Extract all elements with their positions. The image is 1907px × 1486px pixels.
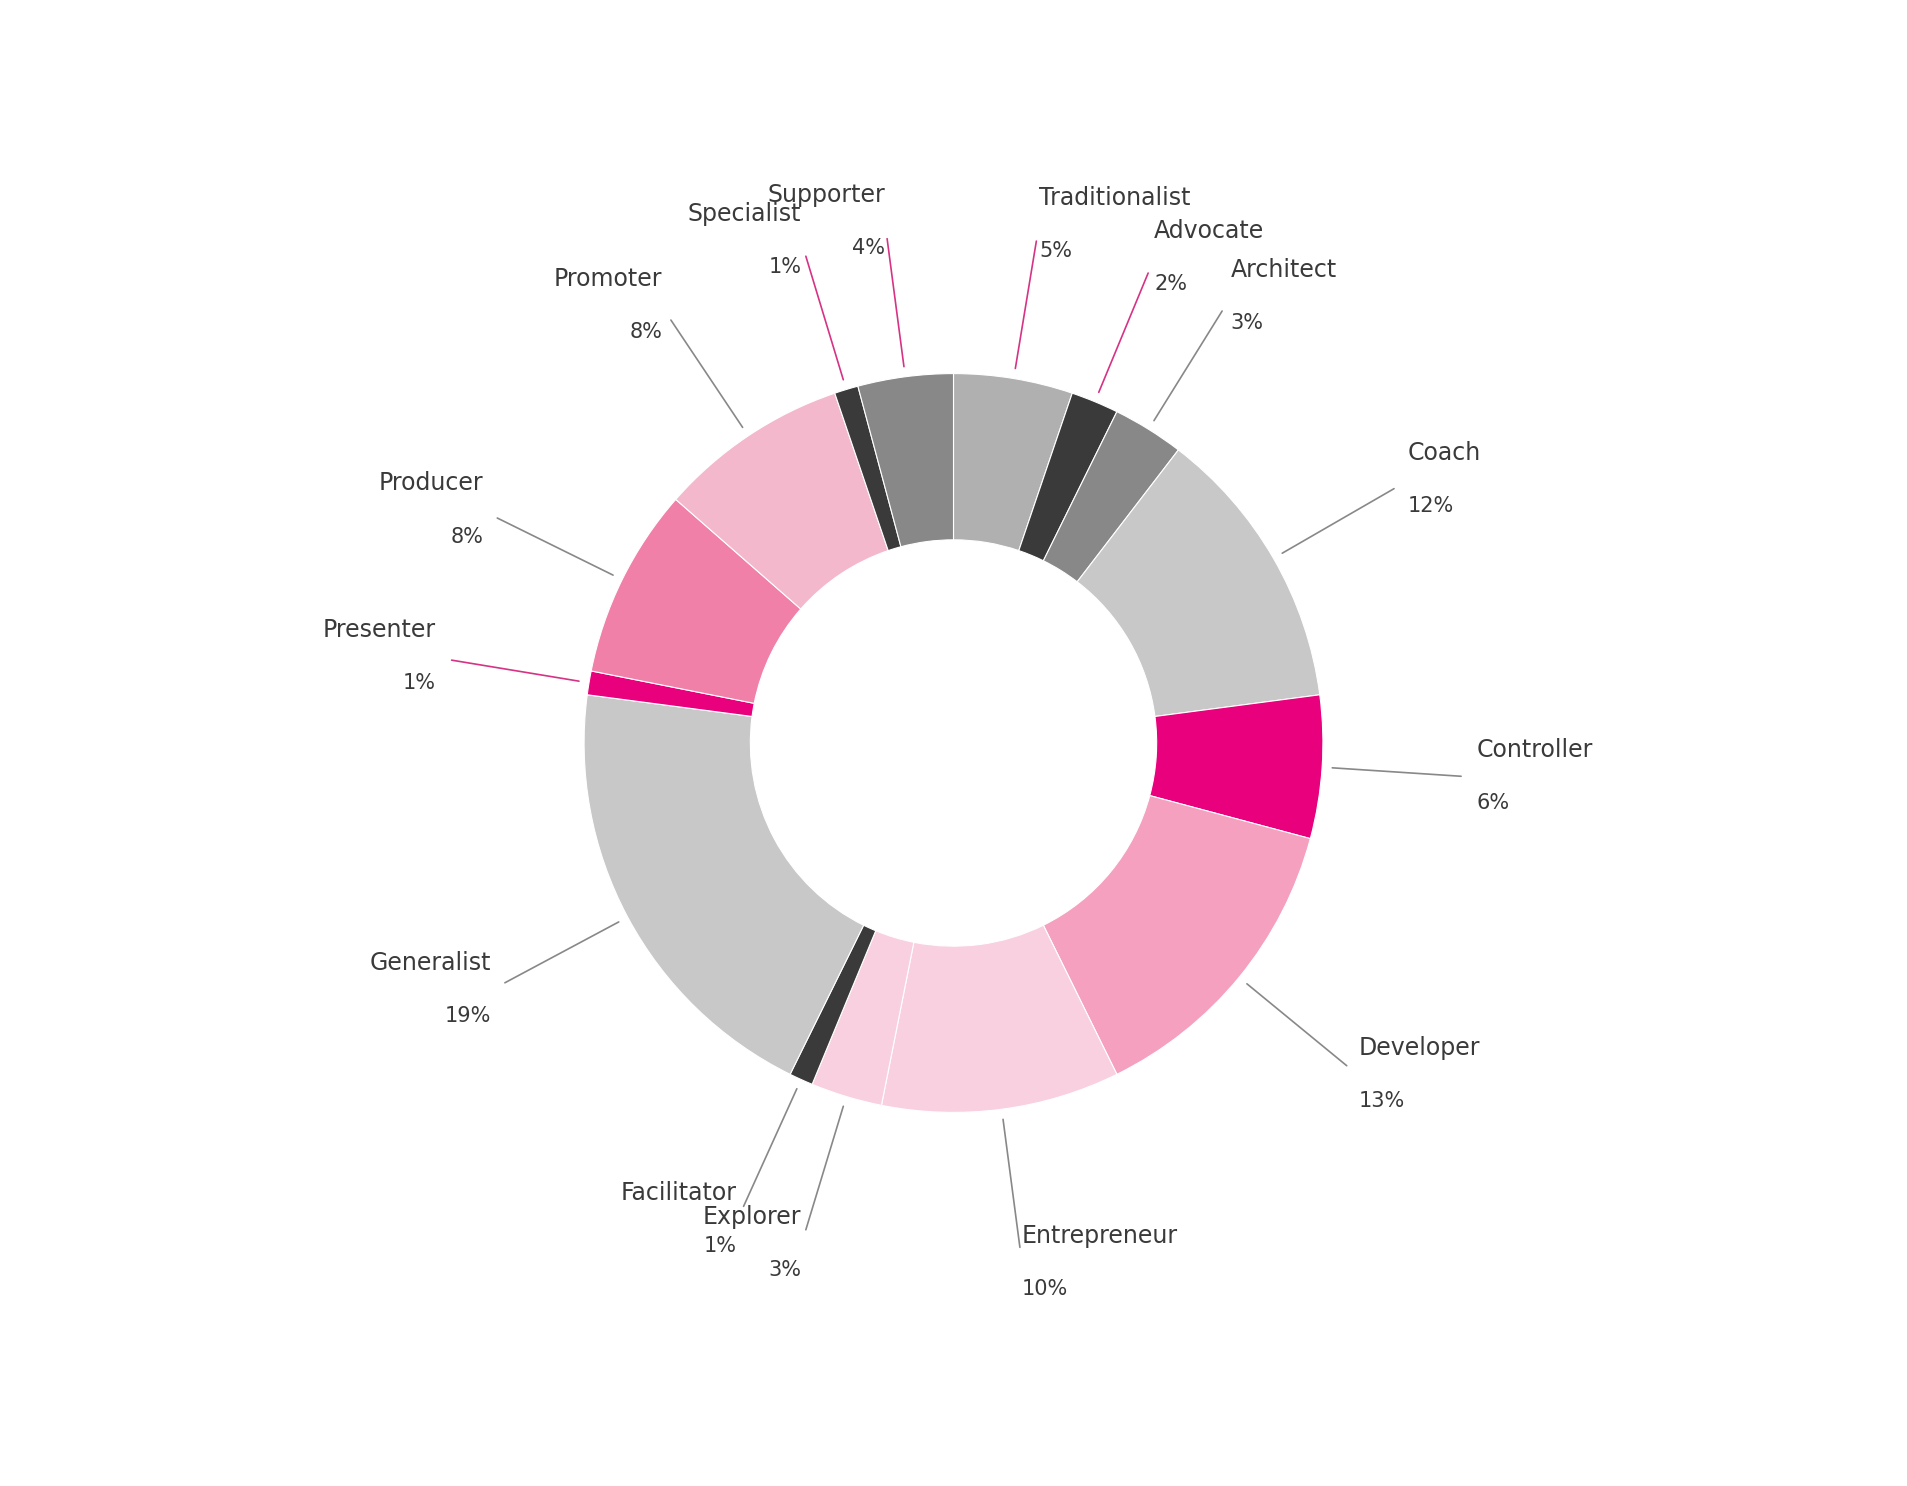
Text: Architect: Architect: [1230, 259, 1337, 282]
Text: Traditionalist: Traditionalist: [1039, 186, 1190, 210]
Text: 1%: 1%: [769, 257, 801, 276]
Text: Producer: Producer: [378, 471, 482, 495]
Wedge shape: [584, 695, 864, 1074]
Text: 3%: 3%: [1230, 314, 1264, 333]
Wedge shape: [835, 386, 900, 551]
Text: 12%: 12%: [1407, 496, 1453, 516]
Text: 8%: 8%: [450, 526, 482, 547]
Text: Promoter: Promoter: [553, 267, 662, 291]
Text: Coach: Coach: [1407, 441, 1482, 465]
Text: 1%: 1%: [402, 673, 437, 692]
Text: 13%: 13%: [1360, 1091, 1405, 1112]
Text: Entrepreneur: Entrepreneur: [1022, 1223, 1179, 1248]
Text: Generalist: Generalist: [370, 951, 490, 975]
Text: 3%: 3%: [769, 1260, 801, 1281]
Text: Developer: Developer: [1360, 1036, 1480, 1061]
Wedge shape: [881, 926, 1118, 1113]
Text: Supporter: Supporter: [767, 183, 885, 208]
Wedge shape: [789, 926, 875, 1085]
Text: Presenter: Presenter: [322, 618, 437, 642]
Wedge shape: [1018, 394, 1118, 560]
Wedge shape: [954, 373, 1072, 551]
Wedge shape: [587, 672, 755, 716]
Text: Explorer: Explorer: [702, 1205, 801, 1229]
Wedge shape: [1150, 695, 1323, 838]
Text: 6%: 6%: [1476, 794, 1510, 813]
Text: 19%: 19%: [444, 1006, 490, 1025]
Text: 10%: 10%: [1022, 1278, 1068, 1299]
Wedge shape: [1077, 450, 1320, 716]
Text: 4%: 4%: [852, 238, 885, 259]
Text: Facilitator: Facilitator: [622, 1181, 736, 1205]
Text: 5%: 5%: [1039, 241, 1072, 262]
Text: Controller: Controller: [1476, 737, 1594, 762]
Wedge shape: [675, 394, 889, 609]
Wedge shape: [858, 373, 954, 547]
Wedge shape: [812, 930, 913, 1106]
Text: 8%: 8%: [629, 322, 662, 342]
Wedge shape: [1043, 795, 1310, 1074]
Text: 1%: 1%: [704, 1236, 736, 1256]
Text: Advocate: Advocate: [1154, 218, 1264, 242]
Text: Specialist: Specialist: [688, 202, 801, 226]
Wedge shape: [591, 499, 801, 703]
Wedge shape: [1043, 412, 1179, 583]
Text: 2%: 2%: [1154, 273, 1188, 294]
